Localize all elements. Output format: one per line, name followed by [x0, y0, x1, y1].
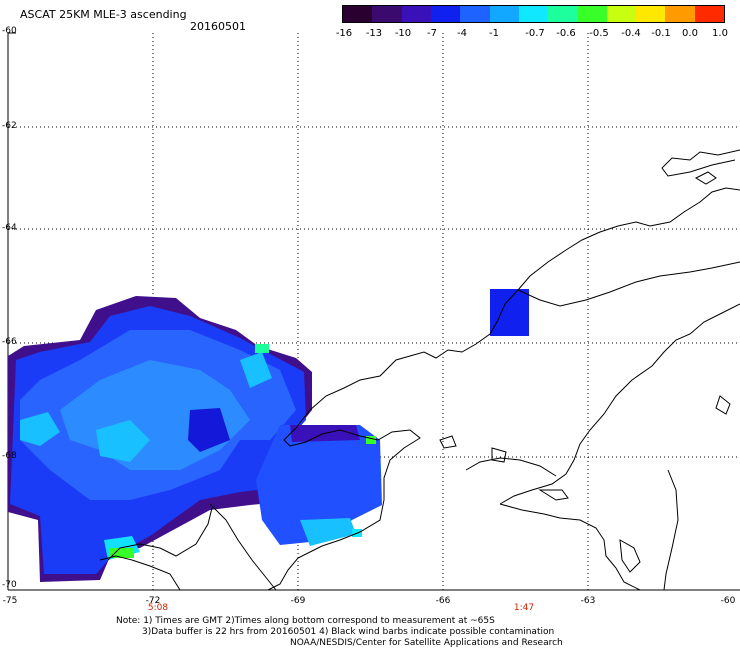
lon-label: -63 [580, 596, 596, 606]
swath-cyan-1 [96, 420, 150, 462]
note-line-3: NOAA/NESDIS/Center for Satellite Applica… [290, 638, 563, 648]
swath-green-pixel-1 [255, 344, 269, 353]
colorbar-swatch [460, 6, 490, 22]
lat-label: -60 [2, 26, 17, 36]
colorbar-swatch [577, 6, 607, 22]
colorbar-swatch [372, 6, 402, 22]
swath-green-pixel-2 [366, 436, 376, 444]
lat-label: -64 [2, 223, 17, 233]
swath-dark-patch [188, 408, 230, 452]
colorbar-swatch [343, 6, 373, 22]
note-line-2: 3)Data buffer is 22 hrs from 20160501 4)… [142, 627, 555, 637]
colorbar-swatch [430, 6, 461, 22]
colorbar-swatch [401, 6, 431, 22]
pass-time-label: 5:08 [147, 603, 169, 613]
colorbar-swatch [606, 6, 637, 22]
colorbar [342, 5, 725, 23]
lon-label: -60 [720, 596, 736, 606]
colorbar-label: -0.6 [556, 28, 576, 39]
swath-lower-cyan [300, 518, 356, 546]
colorbar-swatch [694, 6, 725, 22]
swath-lower-block [256, 425, 382, 545]
colorbar-label: -0.5 [589, 28, 609, 39]
colorbar-label: 0.0 [682, 28, 698, 39]
coastlines [99, 149, 740, 591]
isolated-data-box [490, 289, 529, 336]
colorbar-label: -7 [427, 28, 437, 39]
colorbar-label: -10 [394, 28, 412, 39]
colorbar-label: -0.7 [525, 28, 545, 39]
colorbar-label: -1 [489, 28, 499, 39]
colorbar-label: -0.1 [651, 28, 671, 39]
colorbar-swatch [665, 6, 695, 22]
lon-label: -75 [2, 596, 18, 606]
lat-label: -66 [2, 337, 17, 347]
map-date: 20160501 [190, 20, 246, 33]
colorbar-swatch [518, 6, 549, 22]
pass-time-label: 1:47 [513, 603, 535, 613]
swath-cyan-3 [240, 352, 272, 388]
lon-label: -66 [435, 596, 451, 606]
lat-label: -68 [2, 451, 17, 461]
colorbar-swatch [548, 6, 578, 22]
swath-green-pixel-3 [110, 548, 134, 558]
lat-label: -62 [2, 121, 17, 131]
colorbar-label: -16 [335, 28, 353, 39]
map-title: ASCAT 25KM MLE-3 ascending [20, 8, 187, 21]
colorbar-label: -4 [457, 28, 467, 39]
note-line-1: Note: 1) Times are GMT 2)Times along bot… [116, 616, 495, 626]
ascat-data-field [8, 289, 529, 582]
lon-label: -72 [145, 596, 161, 606]
colorbar-label: 1.0 [712, 28, 728, 39]
lon-label: -69 [290, 596, 306, 606]
colorbar-label: -13 [365, 28, 383, 39]
lat-label: -70 [2, 580, 17, 590]
colorbar-label: -0.4 [621, 28, 641, 39]
colorbar-swatch [636, 6, 666, 22]
colorbar-swatch [489, 6, 519, 22]
swath-cyan-2 [20, 412, 60, 446]
